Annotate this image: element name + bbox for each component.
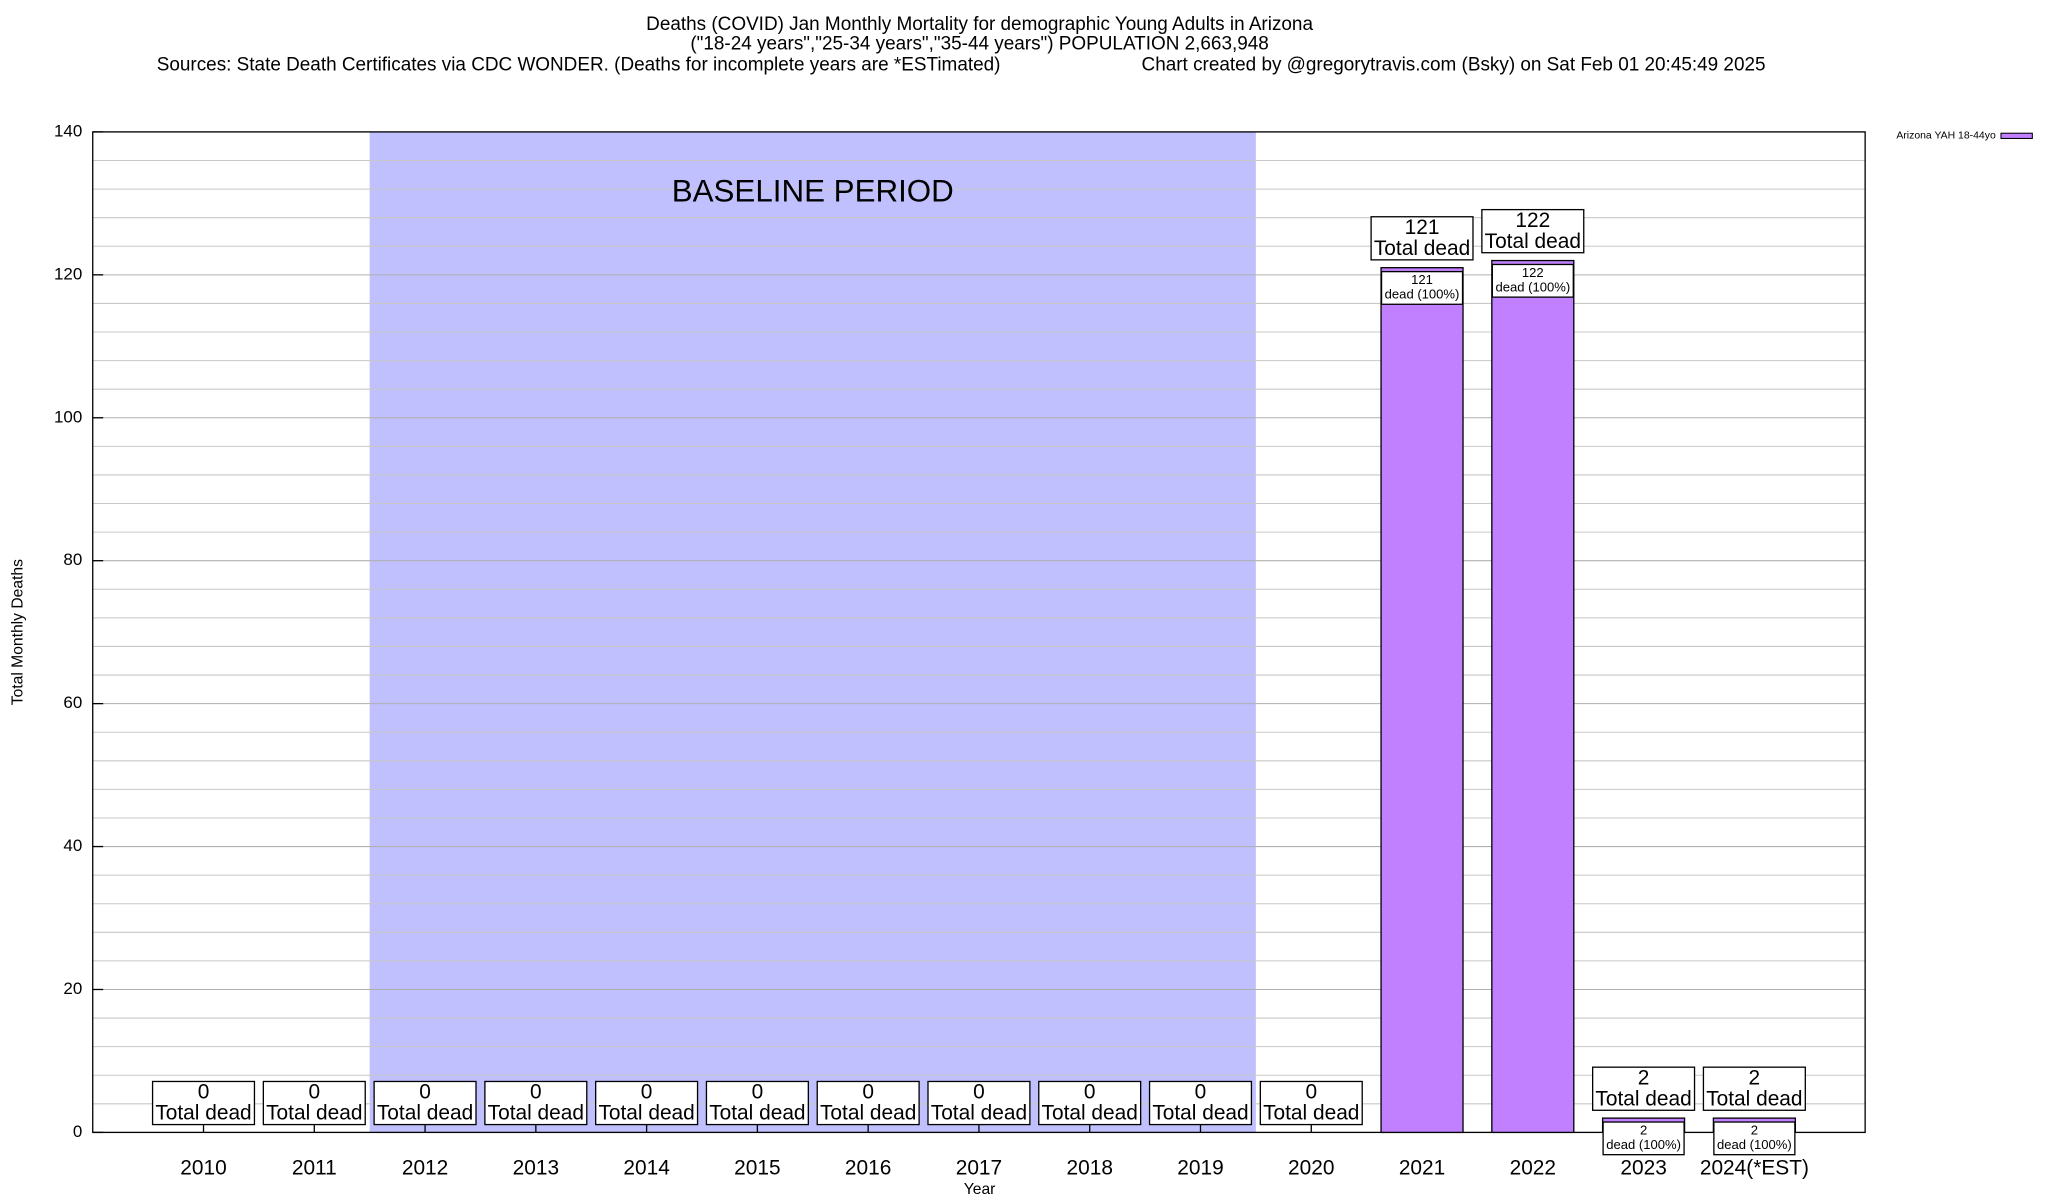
x-tick-label: 2016	[845, 1156, 891, 1179]
total-box	[595, 1080, 699, 1126]
total-box	[1591, 1066, 1696, 1111]
x-tick-label: 2011	[292, 1156, 337, 1179]
y-axis-label: Total Monthly Deaths	[9, 559, 26, 705]
total-box	[1481, 208, 1585, 254]
x-tick-label: 2018	[1066, 1156, 1112, 1179]
y-tick-label: 40	[63, 836, 82, 855]
share-box	[1380, 270, 1464, 305]
y-tick-label: 140	[54, 121, 82, 140]
total-label: Total dead	[266, 1102, 362, 1125]
total-label: Total dead	[709, 1102, 805, 1125]
total-value: 2	[1638, 1066, 1650, 1089]
total-label: Total dead	[1485, 230, 1581, 253]
x-tick-label: 2019	[1177, 1156, 1223, 1179]
total-box	[1259, 1080, 1363, 1126]
total-label: Total dead	[1263, 1102, 1359, 1125]
total-box	[927, 1080, 1031, 1126]
baseline-band	[369, 131, 1256, 1133]
y-tick-label: 100	[54, 407, 82, 426]
total-label: Total dead	[820, 1102, 916, 1125]
total-label: Total dead	[1042, 1102, 1138, 1125]
total-label: Total dead	[598, 1102, 694, 1125]
total-value: 0	[973, 1081, 985, 1104]
total-box	[262, 1080, 366, 1126]
y-tick-label: 80	[63, 550, 82, 569]
x-tick-label: 2010	[180, 1156, 226, 1179]
x-tick-label: 2013	[513, 1156, 559, 1179]
total-value: 0	[641, 1081, 653, 1104]
x-tick-label: 2014	[623, 1156, 669, 1179]
source-note: Sources: State Death Certificates via CD…	[157, 54, 1001, 75]
y-tick-label: 60	[63, 693, 82, 712]
x-tick-label: 2017	[956, 1156, 1002, 1179]
total-value: 0	[198, 1081, 210, 1104]
plot-frame	[92, 131, 1866, 1134]
total-value: 0	[419, 1081, 431, 1104]
total-box	[1038, 1080, 1142, 1126]
total-label: Total dead	[488, 1102, 584, 1125]
total-value: 121	[1405, 216, 1440, 239]
total-label: Total dead	[1706, 1087, 1802, 1110]
total-label: Total dead	[377, 1102, 473, 1125]
total-label: Total dead	[1152, 1102, 1248, 1125]
share-value: 2	[1640, 1123, 1647, 1138]
chart-title: Deaths (COVID) Jan Monthly Mortality for…	[646, 14, 1313, 35]
total-value: 0	[1195, 1081, 1207, 1104]
total-label: Total dead	[1374, 237, 1470, 260]
total-value: 122	[1515, 209, 1550, 232]
total-box	[1370, 216, 1474, 261]
total-label: Total dead	[931, 1102, 1027, 1125]
share-box	[1713, 1121, 1796, 1156]
x-tick-label: 2022	[1510, 1156, 1556, 1179]
share-box	[1602, 1121, 1685, 1156]
chart-subtitle: ("18-24 years","25-34 years","35-44 year…	[690, 33, 1268, 54]
total-value: 0	[1305, 1081, 1317, 1104]
baseline-annotation: BASELINE PERIOD	[672, 174, 954, 209]
credit-note: Chart created by @gregorytravis.com (Bsk…	[1142, 54, 1766, 75]
total-value: 2	[1749, 1066, 1761, 1089]
share-label: dead (100%)	[1495, 279, 1570, 294]
total-box	[705, 1080, 809, 1126]
share-box	[1491, 263, 1574, 298]
y-tick-label: 120	[54, 264, 82, 283]
x-axis-label: Year	[964, 1181, 996, 1198]
total-box	[1702, 1066, 1806, 1111]
x-tick-label: 2023	[1620, 1156, 1666, 1179]
x-tick-label: 2012	[402, 1156, 448, 1179]
total-box	[151, 1080, 256, 1126]
x-tick-label: 2024(*EST)	[1700, 1156, 1809, 1179]
bar	[1380, 267, 1464, 1134]
total-box	[816, 1080, 920, 1126]
share-value: 2	[1751, 1123, 1758, 1138]
y-tick-label: 0	[73, 1122, 82, 1141]
total-value: 0	[862, 1081, 874, 1104]
x-tick-label: 2015	[734, 1156, 780, 1179]
legend-swatch	[2000, 132, 2033, 139]
total-value: 0	[308, 1081, 320, 1104]
share-label: dead (100%)	[1385, 287, 1460, 302]
share-label: dead (100%)	[1717, 1137, 1792, 1152]
total-label: Total dead	[1595, 1087, 1691, 1110]
x-tick-label: 2020	[1288, 1156, 1334, 1179]
total-value: 0	[752, 1081, 764, 1104]
x-tick-label: 2021	[1399, 1156, 1445, 1179]
total-label: Total dead	[155, 1102, 251, 1125]
total-value: 0	[530, 1081, 542, 1104]
share-value: 122	[1522, 265, 1544, 280]
y-tick-label: 20	[63, 979, 82, 998]
total-box	[1148, 1080, 1253, 1126]
total-box	[484, 1080, 588, 1126]
share-value: 121	[1411, 272, 1433, 287]
share-label: dead (100%)	[1606, 1137, 1681, 1152]
total-box	[373, 1080, 477, 1126]
bar	[1491, 259, 1575, 1134]
total-value: 0	[1084, 1081, 1096, 1104]
legend-label: Arizona YAH 18-44yo	[1896, 131, 1996, 142]
